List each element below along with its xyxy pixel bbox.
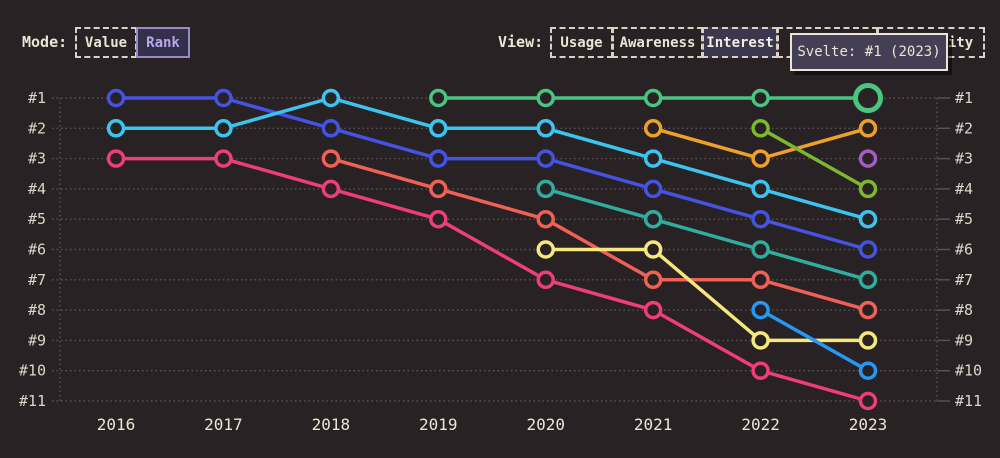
data-point-salmon[interactable] [858,300,878,320]
hover-tooltip: Svelte: #1 (2023) [790,33,948,71]
rank-label-right: #10 [955,362,982,380]
mode-button-rank[interactable]: Rank [136,27,190,58]
year-label: 2016 [97,415,136,434]
data-point-salmon[interactable] [536,209,555,229]
series-line-salmon [329,156,870,312]
mode-label: Mode: [22,33,68,51]
data-point-yellow[interactable] [751,331,770,350]
data-point-cyan[interactable] [536,119,555,138]
data-point-blue[interactable] [214,88,233,108]
view-label: View: [498,33,544,51]
rank-label-left: #4 [28,180,46,198]
rank-label-right: #9 [955,331,973,349]
year-label: 2017 [204,415,243,434]
data-point-olive[interactable] [858,179,878,199]
year-label: 2021 [634,415,673,434]
series-line-cyan [114,96,870,221]
mode-button-value[interactable]: Value [75,27,137,58]
data-point-blue[interactable] [643,179,663,199]
data-point-yellow[interactable] [536,240,555,259]
data-point-orange[interactable] [858,119,878,138]
data-point-cyan[interactable] [643,149,663,168]
data-point-teal[interactable] [536,179,555,199]
rank-label-right: #6 [955,241,973,259]
data-point-cyan[interactable] [321,88,341,108]
rank-label-right: #3 [955,150,973,168]
series-line-olive [758,126,870,191]
series-line-blue [114,96,870,252]
data-point-cyan[interactable] [214,119,233,138]
view-button-usage[interactable]: Usage [550,27,613,58]
rank-label-left: #9 [28,331,46,349]
year-label: 2023 [849,415,888,434]
data-point-pink[interactable] [321,179,341,199]
data-point-pink[interactable] [643,300,663,320]
data-point-purple[interactable] [858,149,878,168]
data-point-orange[interactable] [643,119,663,138]
data-point-yellow[interactable] [643,240,663,259]
data-point-salmon[interactable] [429,179,448,199]
rank-label-right: #11 [955,392,982,410]
rank-label-left: #2 [28,119,46,137]
data-point-Svelte[interactable] [536,88,555,108]
data-point-pink[interactable] [858,391,878,411]
rank-label-left: #7 [28,271,46,289]
data-point-Svelte[interactable] [643,88,663,108]
year-label: 2019 [419,415,458,434]
data-point-orange[interactable] [751,149,770,168]
year-label: 2020 [526,415,565,434]
rank-label-left: #10 [19,362,46,380]
data-point-highlighted-Svelte[interactable] [853,83,884,113]
data-point-blue[interactable] [106,88,126,108]
year-label: 2022 [741,415,780,434]
data-point-pink[interactable] [106,149,126,168]
data-point-pink[interactable] [751,361,770,380]
data-point-blue[interactable] [429,149,448,168]
data-point-blue[interactable] [321,119,341,138]
rank-label-right: #4 [955,180,973,198]
data-point-Svelte[interactable] [429,88,448,108]
data-point-pink[interactable] [536,270,555,290]
rank-label-right: #7 [955,271,973,289]
rank-label-left: #1 [28,89,46,107]
rank-label-left: #11 [19,392,46,410]
data-point-skyblue[interactable] [858,361,878,380]
data-point-salmon[interactable] [321,149,341,168]
data-point-teal[interactable] [858,270,878,290]
rank-label-left: #8 [28,301,46,319]
data-point-cyan[interactable] [751,179,770,199]
view-button-awareness[interactable]: Awareness [612,27,703,58]
data-point-blue[interactable] [751,209,770,229]
data-point-salmon[interactable] [751,270,770,290]
rank-label-right: #2 [955,119,973,137]
data-point-salmon[interactable] [643,270,663,290]
data-point-olive[interactable] [751,119,770,138]
data-point-Svelte[interactable] [751,88,770,108]
data-point-teal[interactable] [751,240,770,259]
data-point-pink[interactable] [214,149,233,168]
series-line-pink [114,156,870,403]
rank-label-left: #6 [28,241,46,259]
data-point-cyan[interactable] [106,119,126,138]
data-point-cyan[interactable] [858,209,878,229]
view-button-interest[interactable]: Interest [702,27,778,58]
data-point-blue[interactable] [858,240,878,259]
rank-label-left: #3 [28,150,46,168]
data-point-blue[interactable] [536,149,555,168]
rank-label-left: #5 [28,210,46,228]
year-label: 2018 [312,415,351,434]
data-point-yellow[interactable] [858,331,878,350]
series-line-teal [543,187,870,282]
rank-label-right: #5 [955,210,973,228]
rank-label-right: #1 [955,89,973,107]
series-line-skyblue [758,308,870,373]
data-point-teal[interactable] [643,209,663,229]
data-point-skyblue[interactable] [751,300,770,320]
rank-label-right: #8 [955,301,973,319]
data-point-pink[interactable] [429,209,448,229]
data-point-cyan[interactable] [429,119,448,138]
